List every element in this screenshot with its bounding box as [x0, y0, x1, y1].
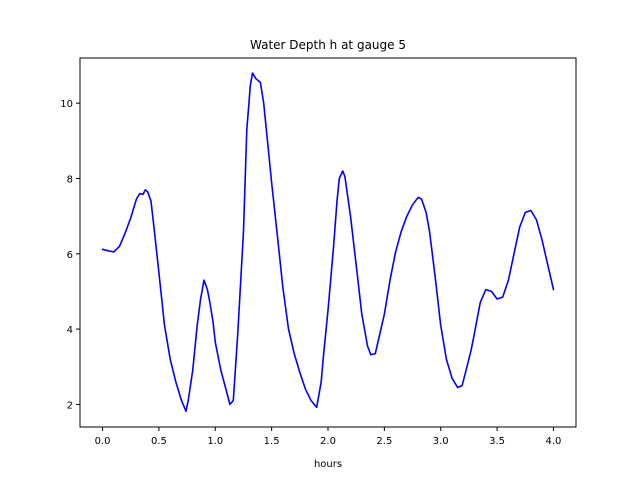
- y-axis: 2 4 6 8 10: [60, 99, 80, 411]
- x-tick-label: 0.0: [95, 436, 111, 447]
- y-tick-label: 6: [67, 250, 73, 261]
- y-tick-label: 4: [67, 325, 73, 336]
- y-tick-label: 2: [67, 400, 73, 411]
- x-axis-label: hours: [314, 459, 342, 470]
- y-tick-label: 10: [60, 99, 73, 110]
- x-tick-label: 0.5: [151, 436, 167, 447]
- chart-title: Water Depth h at gauge 5: [250, 38, 406, 52]
- x-tick-label: 2.5: [376, 436, 392, 447]
- x-tick-label: 4.0: [546, 436, 562, 447]
- series-line-1: [101, 72, 555, 413]
- x-tick-label: 2.0: [320, 436, 336, 447]
- x-tick-label: 3.0: [433, 436, 449, 447]
- plot-layer: [101, 72, 555, 413]
- y-tick-label: 8: [67, 174, 73, 185]
- x-tick-label: 3.5: [489, 436, 505, 447]
- x-tick-label: 1.0: [207, 436, 223, 447]
- x-axis: 0.0 0.5 1.0 1.5 2.0 2.5 3.0 3.5 4.0: [95, 427, 562, 447]
- x-tick-label: 1.5: [264, 436, 280, 447]
